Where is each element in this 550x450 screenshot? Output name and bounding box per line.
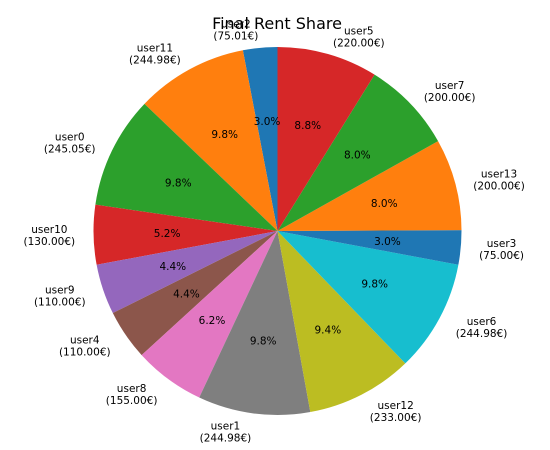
pct-label-user11: 9.8% [211, 129, 238, 141]
slice-amount: (244.98€) [456, 328, 508, 340]
pct-label-user0: 9.8% [165, 178, 192, 190]
slice-label-user13: user13 (200.00€) [473, 168, 525, 192]
slice-label-user2: user2 (75.01€) [213, 19, 258, 43]
slice-label-user8: user8 (155.00€) [106, 383, 158, 407]
pie-slice-user11 [144, 50, 278, 231]
pie-slice-user5 [277, 47, 375, 231]
slice-amount: (110.00€) [34, 296, 86, 308]
percent-labels: 3.0% 9.8% 9.8% 5.2% 4.4% 4.4% 6.2% 9.8% 9.4% 9.8%… [154, 116, 401, 347]
pct-label-user1: 9.8% [250, 335, 277, 347]
slice-label-user7: user7 (200.00€) [424, 80, 476, 104]
slice-label-user10: user10 (130.00€) [24, 224, 76, 248]
pie-slice-user7 [277, 74, 439, 232]
slice-label-user6: user6 (244.98€) [456, 316, 508, 340]
pct-label-user6: 9.8% [361, 278, 388, 290]
slice-name: user0 [55, 131, 85, 143]
slice-name: user2 [221, 19, 251, 31]
slice-label-user3: user3 (75.00€) [479, 238, 524, 262]
pie-slice-user9 [96, 231, 278, 314]
slice-label-user5: user5 (220.00€) [333, 25, 385, 49]
slice-amount: (233.00€) [370, 412, 422, 424]
slice-amount: (75.01€) [213, 31, 258, 43]
pie-slice-user10 [93, 204, 278, 265]
slice-name: user7 [435, 80, 465, 92]
slice-name: user6 [467, 316, 497, 328]
pie-slices [93, 47, 462, 415]
pct-label-user13: 8.0% [371, 198, 398, 210]
slice-labels: user2 (75.01€)user11 (244.98€)user0 (245.05… [24, 19, 525, 445]
slice-name: user13 [481, 168, 517, 180]
slice-label-user1: user1 (244.98€) [200, 421, 252, 445]
slice-name: user9 [45, 284, 75, 296]
slice-amount: (200.00€) [473, 180, 525, 192]
pie-slice-user6 [277, 231, 459, 364]
pie-slice-user3 [277, 230, 462, 265]
slice-amount: (220.00€) [333, 37, 385, 49]
slice-amount: (130.00€) [24, 236, 76, 248]
pct-label-user9: 4.4% [159, 261, 186, 273]
slice-amount: (200.00€) [424, 92, 476, 104]
slice-amount: (244.98€) [200, 433, 252, 445]
chart-title: Final Rent Share [212, 14, 342, 33]
slice-label-user4: user4 (110.00€) [59, 334, 111, 358]
pie-slice-user4 [112, 231, 278, 356]
pie-slice-user12 [277, 231, 406, 413]
pct-label-user12: 9.4% [315, 324, 342, 336]
slice-name: user5 [344, 25, 374, 37]
slice-amount: (110.00€) [59, 346, 111, 358]
slice-label-user12: user12 (233.00€) [370, 400, 422, 424]
slice-amount: (155.00€) [106, 395, 158, 407]
slice-amount: (245.05€) [44, 143, 96, 155]
pct-label-user8: 6.2% [199, 315, 226, 327]
slice-label-user0: user0 (245.05€) [44, 131, 96, 155]
pct-label-user2: 3.0% [254, 116, 281, 128]
slice-label-user11: user11 (244.98€) [129, 42, 181, 66]
pie-slice-user13 [277, 141, 462, 231]
slice-name: user10 [31, 224, 67, 236]
pct-label-user5: 8.8% [294, 120, 321, 132]
slice-name: user11 [137, 42, 173, 54]
pie-slice-user8 [141, 231, 278, 398]
pie-slice-user0 [95, 103, 278, 231]
pct-label-user4: 4.4% [173, 288, 200, 300]
slice-name: user8 [117, 383, 147, 395]
pct-label-user10: 5.2% [154, 228, 181, 240]
slice-amount: (244.98€) [129, 54, 181, 66]
slice-label-user9: user9 (110.00€) [34, 284, 86, 308]
slice-name: user3 [487, 238, 517, 250]
pie-slice-user2 [242, 47, 278, 231]
slice-name: user4 [70, 334, 100, 346]
slice-name: user12 [377, 400, 413, 412]
pct-label-user3: 3.0% [374, 236, 401, 248]
pie-slice-user1 [199, 231, 311, 415]
pct-label-user7: 8.0% [344, 150, 371, 162]
slice-amount: (75.00€) [479, 250, 524, 262]
slice-name: user1 [211, 421, 241, 433]
